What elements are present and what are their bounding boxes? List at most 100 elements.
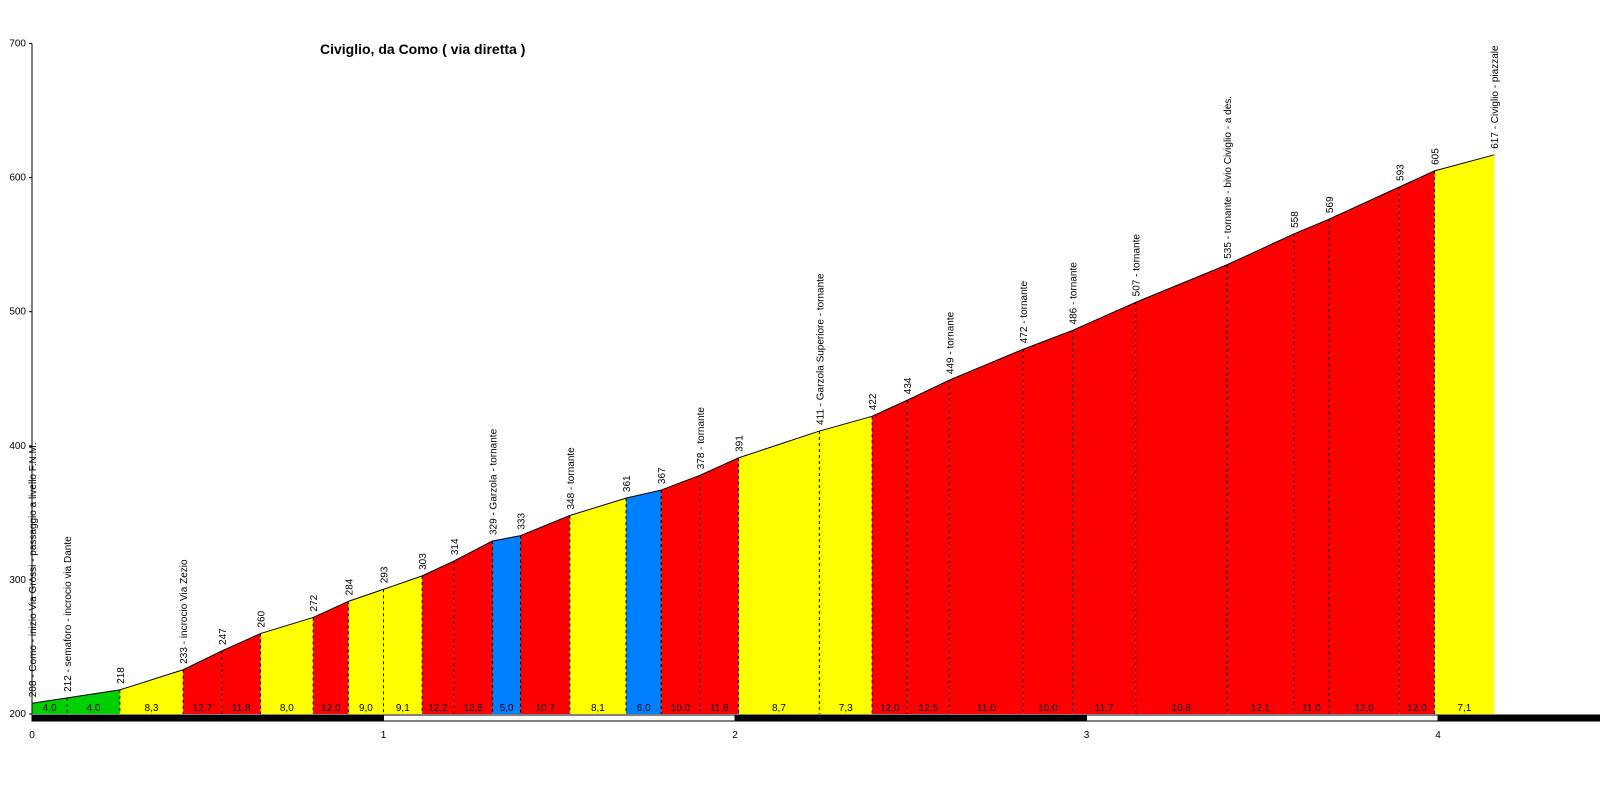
point-label: 422 (868, 393, 879, 410)
point-label: 411 - Garzola Superiore - tornante (815, 273, 826, 425)
segment-gradient-label: 10,8 (1172, 703, 1192, 714)
y-tick-label: 300 (9, 575, 26, 586)
point-label: 284 (344, 578, 355, 595)
point-label: 617 - Civiglio - piazzale (1490, 45, 1501, 149)
profile-segment (348, 589, 384, 714)
segment-gradient-label: 11,7 (1095, 703, 1114, 714)
profile-segment (1072, 302, 1136, 714)
segment-gradient-label: 11,8 (710, 703, 729, 714)
segment-gradient-label: 12,1 (1251, 703, 1271, 714)
profile-segment (1399, 170, 1435, 714)
segment-gradient-label: 12,0 (321, 703, 341, 714)
x-axis-km-bar (1086, 714, 1439, 722)
point-label: 449 - tornante (945, 311, 956, 374)
point-label: 247 (218, 628, 229, 645)
segment-gradient-label: 7,1 (1457, 703, 1471, 714)
profile-segment (422, 561, 454, 714)
profile-segment (1329, 186, 1400, 714)
segment-gradient-label: 9,1 (396, 703, 410, 714)
segment-gradient-label: 9,0 (359, 703, 373, 714)
point-label: 593 (1395, 164, 1406, 181)
point-label: 507 - tornante (1132, 234, 1143, 297)
segment-gradient-label: 10,0 (671, 703, 691, 714)
point-label: 329 - Garzola - tornante (488, 428, 499, 535)
profile-segment (1227, 233, 1294, 714)
y-tick-label: 600 (9, 173, 26, 184)
segment-gradient-label: 12,5 (463, 703, 483, 714)
profile-segment (383, 575, 423, 714)
x-axis-km-bar (734, 714, 1087, 722)
segment-gradient-label: 12,0 (1354, 703, 1374, 714)
segment-gradient-label: 8,7 (772, 703, 786, 714)
profile-segment (661, 475, 700, 714)
profile-segment (907, 380, 950, 714)
x-axis-km-bar (1437, 714, 1600, 722)
profile-segment (569, 498, 627, 714)
x-tick-label: 1 (381, 730, 387, 741)
segment-gradient-label: 6,0 (637, 703, 651, 714)
segment-gradient-label: 10,0 (1038, 703, 1058, 714)
profile-segment (699, 457, 739, 714)
profile-segment (492, 535, 521, 714)
point-label: 348 - tornante (566, 447, 577, 510)
x-tick-label: 0 (29, 730, 35, 741)
point-label: 569 (1325, 196, 1336, 213)
point-label: 218 (116, 667, 127, 684)
point-label: 208 - Como - inizio Via Grossi - passagg… (28, 442, 39, 697)
profile-segment (453, 541, 493, 714)
point-label: 233 - incrocio Via Zezio (179, 559, 190, 664)
x-axis-km-bar (383, 714, 736, 722)
profile-segment (313, 601, 349, 714)
segment-gradient-label: 5,0 (500, 703, 514, 714)
point-label: 333 (517, 513, 528, 530)
segment-gradient-label: 12,7 (193, 703, 213, 714)
point-label: 361 (622, 475, 633, 492)
point-labels: 208 - Como - inizio Via Grossi - passagg… (28, 45, 1501, 697)
segment-gradient-label: 11,0 (977, 703, 996, 714)
profile-segment (738, 431, 820, 714)
point-label: 212 - semaforo - incrocio via Dante (63, 536, 74, 692)
segment-gradient-label: 4,0 (87, 703, 101, 714)
y-tick-label: 700 (9, 39, 26, 50)
point-label: 558 (1290, 211, 1301, 228)
chart-title: Civiglio, da Como ( via diretta ) (320, 41, 525, 57)
point-label: 486 - tornante (1068, 262, 1079, 325)
segment-gradient-label: 10,7 (535, 703, 555, 714)
y-tick-label: 500 (9, 307, 26, 318)
segment-dividers (66, 170, 1435, 714)
profile-segment (221, 633, 261, 714)
segment-gradient-label: 11,0 (1302, 703, 1321, 714)
x-tick-label: 3 (1084, 730, 1090, 741)
x-tick-label: 2 (732, 730, 738, 741)
segment-gradient-label: 11,8 (232, 703, 251, 714)
point-label: 260 (256, 610, 267, 627)
profile-segment (1135, 264, 1228, 714)
profile-segment (520, 515, 570, 714)
point-label: 434 (903, 377, 914, 394)
point-label: 472 - tornante (1019, 281, 1030, 344)
profile-segment (1293, 219, 1330, 714)
axes: 200 300 400 500 600 700 0 1 2 3 4 (9, 39, 1600, 741)
point-label: 605 (1430, 148, 1441, 165)
segment-gradient-label: 12,0 (1407, 703, 1427, 714)
profile-segment (1434, 154, 1495, 715)
point-label: 303 (418, 553, 429, 570)
segment-gradient-label: 7,3 (839, 703, 853, 714)
point-label: 391 (735, 435, 746, 452)
segment-gradient-label: 12,0 (880, 703, 900, 714)
point-label: 378 - tornante (696, 407, 707, 470)
segment-gradient-label: 8,0 (280, 703, 294, 714)
segment-gradient-label: 8,3 (145, 703, 159, 714)
x-axis-km-bar (31, 714, 384, 722)
profile-segment (872, 400, 908, 714)
x-tick-label: 4 (1435, 730, 1441, 741)
point-label: 367 (657, 467, 668, 484)
profile-line (31, 154, 1495, 704)
y-tick-label: 200 (9, 709, 26, 720)
point-label: 314 (450, 538, 461, 555)
profile-outline (31, 154, 1495, 704)
segment-gradient-labels: 4,0 4,0 8,3 12,7 11,8 8,0 12,0 9,0 9,1 12,2 12,5 5,… (43, 703, 1472, 714)
segment-gradient-label: 8,1 (591, 703, 605, 714)
y-tick-label: 400 (9, 441, 26, 452)
